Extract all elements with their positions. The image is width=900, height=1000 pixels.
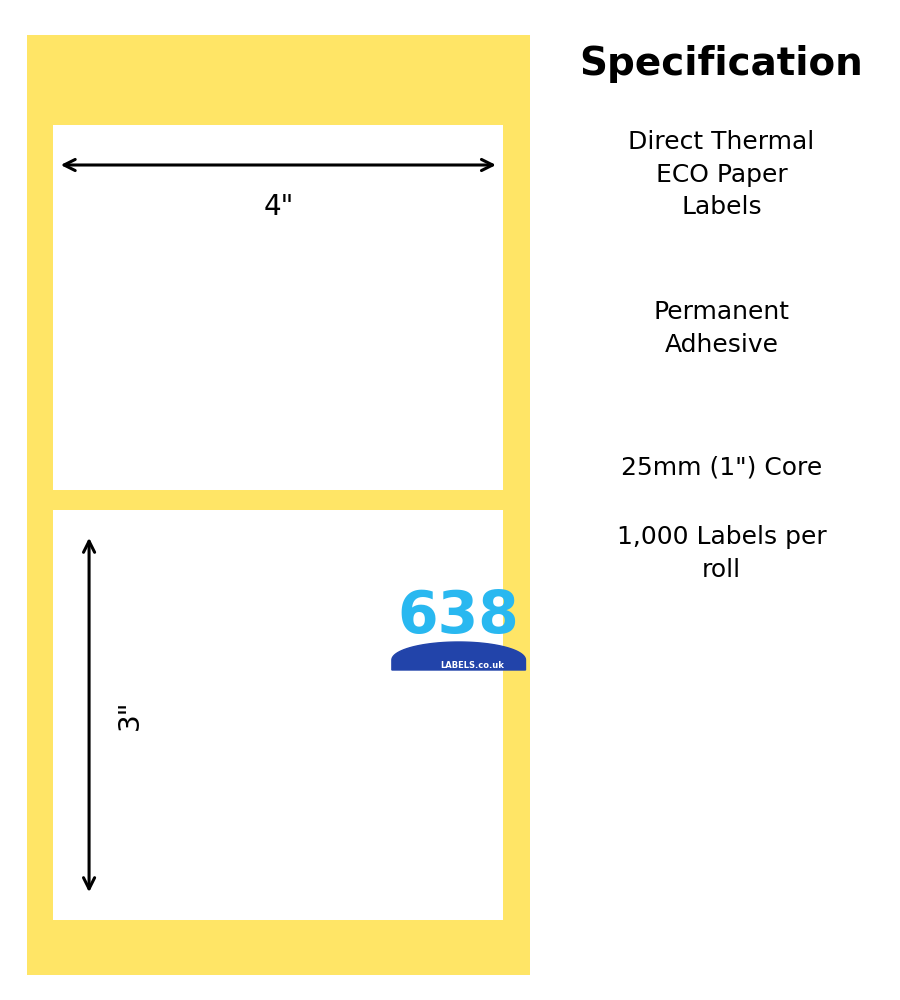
Bar — [27, 945, 530, 975]
Text: 4": 4" — [263, 193, 293, 221]
Text: Direct Thermal
ECO Paper
Labels: Direct Thermal ECO Paper Labels — [628, 130, 814, 219]
Text: Permanent
Adhesive: Permanent Adhesive — [653, 300, 789, 357]
Text: 1,000 Labels per
roll: 1,000 Labels per roll — [616, 525, 826, 582]
Bar — [27, 490, 530, 510]
Text: Specification: Specification — [580, 45, 863, 83]
Bar — [27, 920, 530, 945]
Bar — [27, 65, 530, 125]
Bar — [503, 35, 530, 975]
Polygon shape — [392, 642, 526, 670]
Bar — [27, 35, 530, 65]
Text: 3": 3" — [116, 700, 144, 730]
Text: LABELS.co.uk: LABELS.co.uk — [440, 661, 504, 670]
Bar — [53, 510, 503, 920]
Text: 638: 638 — [398, 588, 519, 646]
Bar — [27, 35, 53, 975]
Text: 25mm (1") Core: 25mm (1") Core — [621, 455, 822, 479]
Bar — [53, 125, 503, 490]
